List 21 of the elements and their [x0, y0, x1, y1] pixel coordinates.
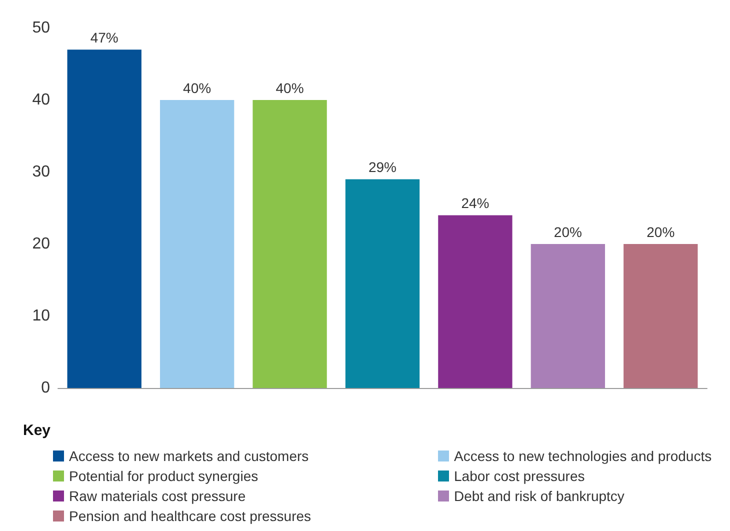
legend-label: Raw materials cost pressure	[69, 488, 246, 504]
y-tick-label: 20	[32, 236, 50, 252]
data-label: 24%	[461, 195, 490, 212]
legend-label: Pension and healthcare cost pressures	[69, 508, 312, 524]
data-label: 20%	[554, 224, 582, 240]
y-tick-label: 10	[32, 308, 50, 324]
legend-title: Key	[23, 422, 52, 439]
y-tick-label: 0	[41, 380, 50, 396]
data-label: 40%	[183, 80, 212, 96]
y-tick-label: 50	[32, 20, 50, 36]
legend-label: Potential for product synergies	[69, 468, 258, 484]
data-label: 47%	[90, 30, 118, 46]
data-label: 20%	[646, 224, 675, 240]
data-label: 40%	[276, 80, 304, 96]
y-tick-label: 30	[32, 164, 50, 180]
legend-label: Access to new markets and customers	[69, 448, 309, 464]
legend-label: Labor cost pressures	[454, 468, 585, 484]
legend-label: Access to new technologies and products	[454, 448, 712, 464]
legend-label: Debt and risk of bankruptcy	[454, 488, 624, 504]
data-label: 29%	[368, 159, 397, 176]
y-tick-label: 40	[32, 92, 50, 108]
